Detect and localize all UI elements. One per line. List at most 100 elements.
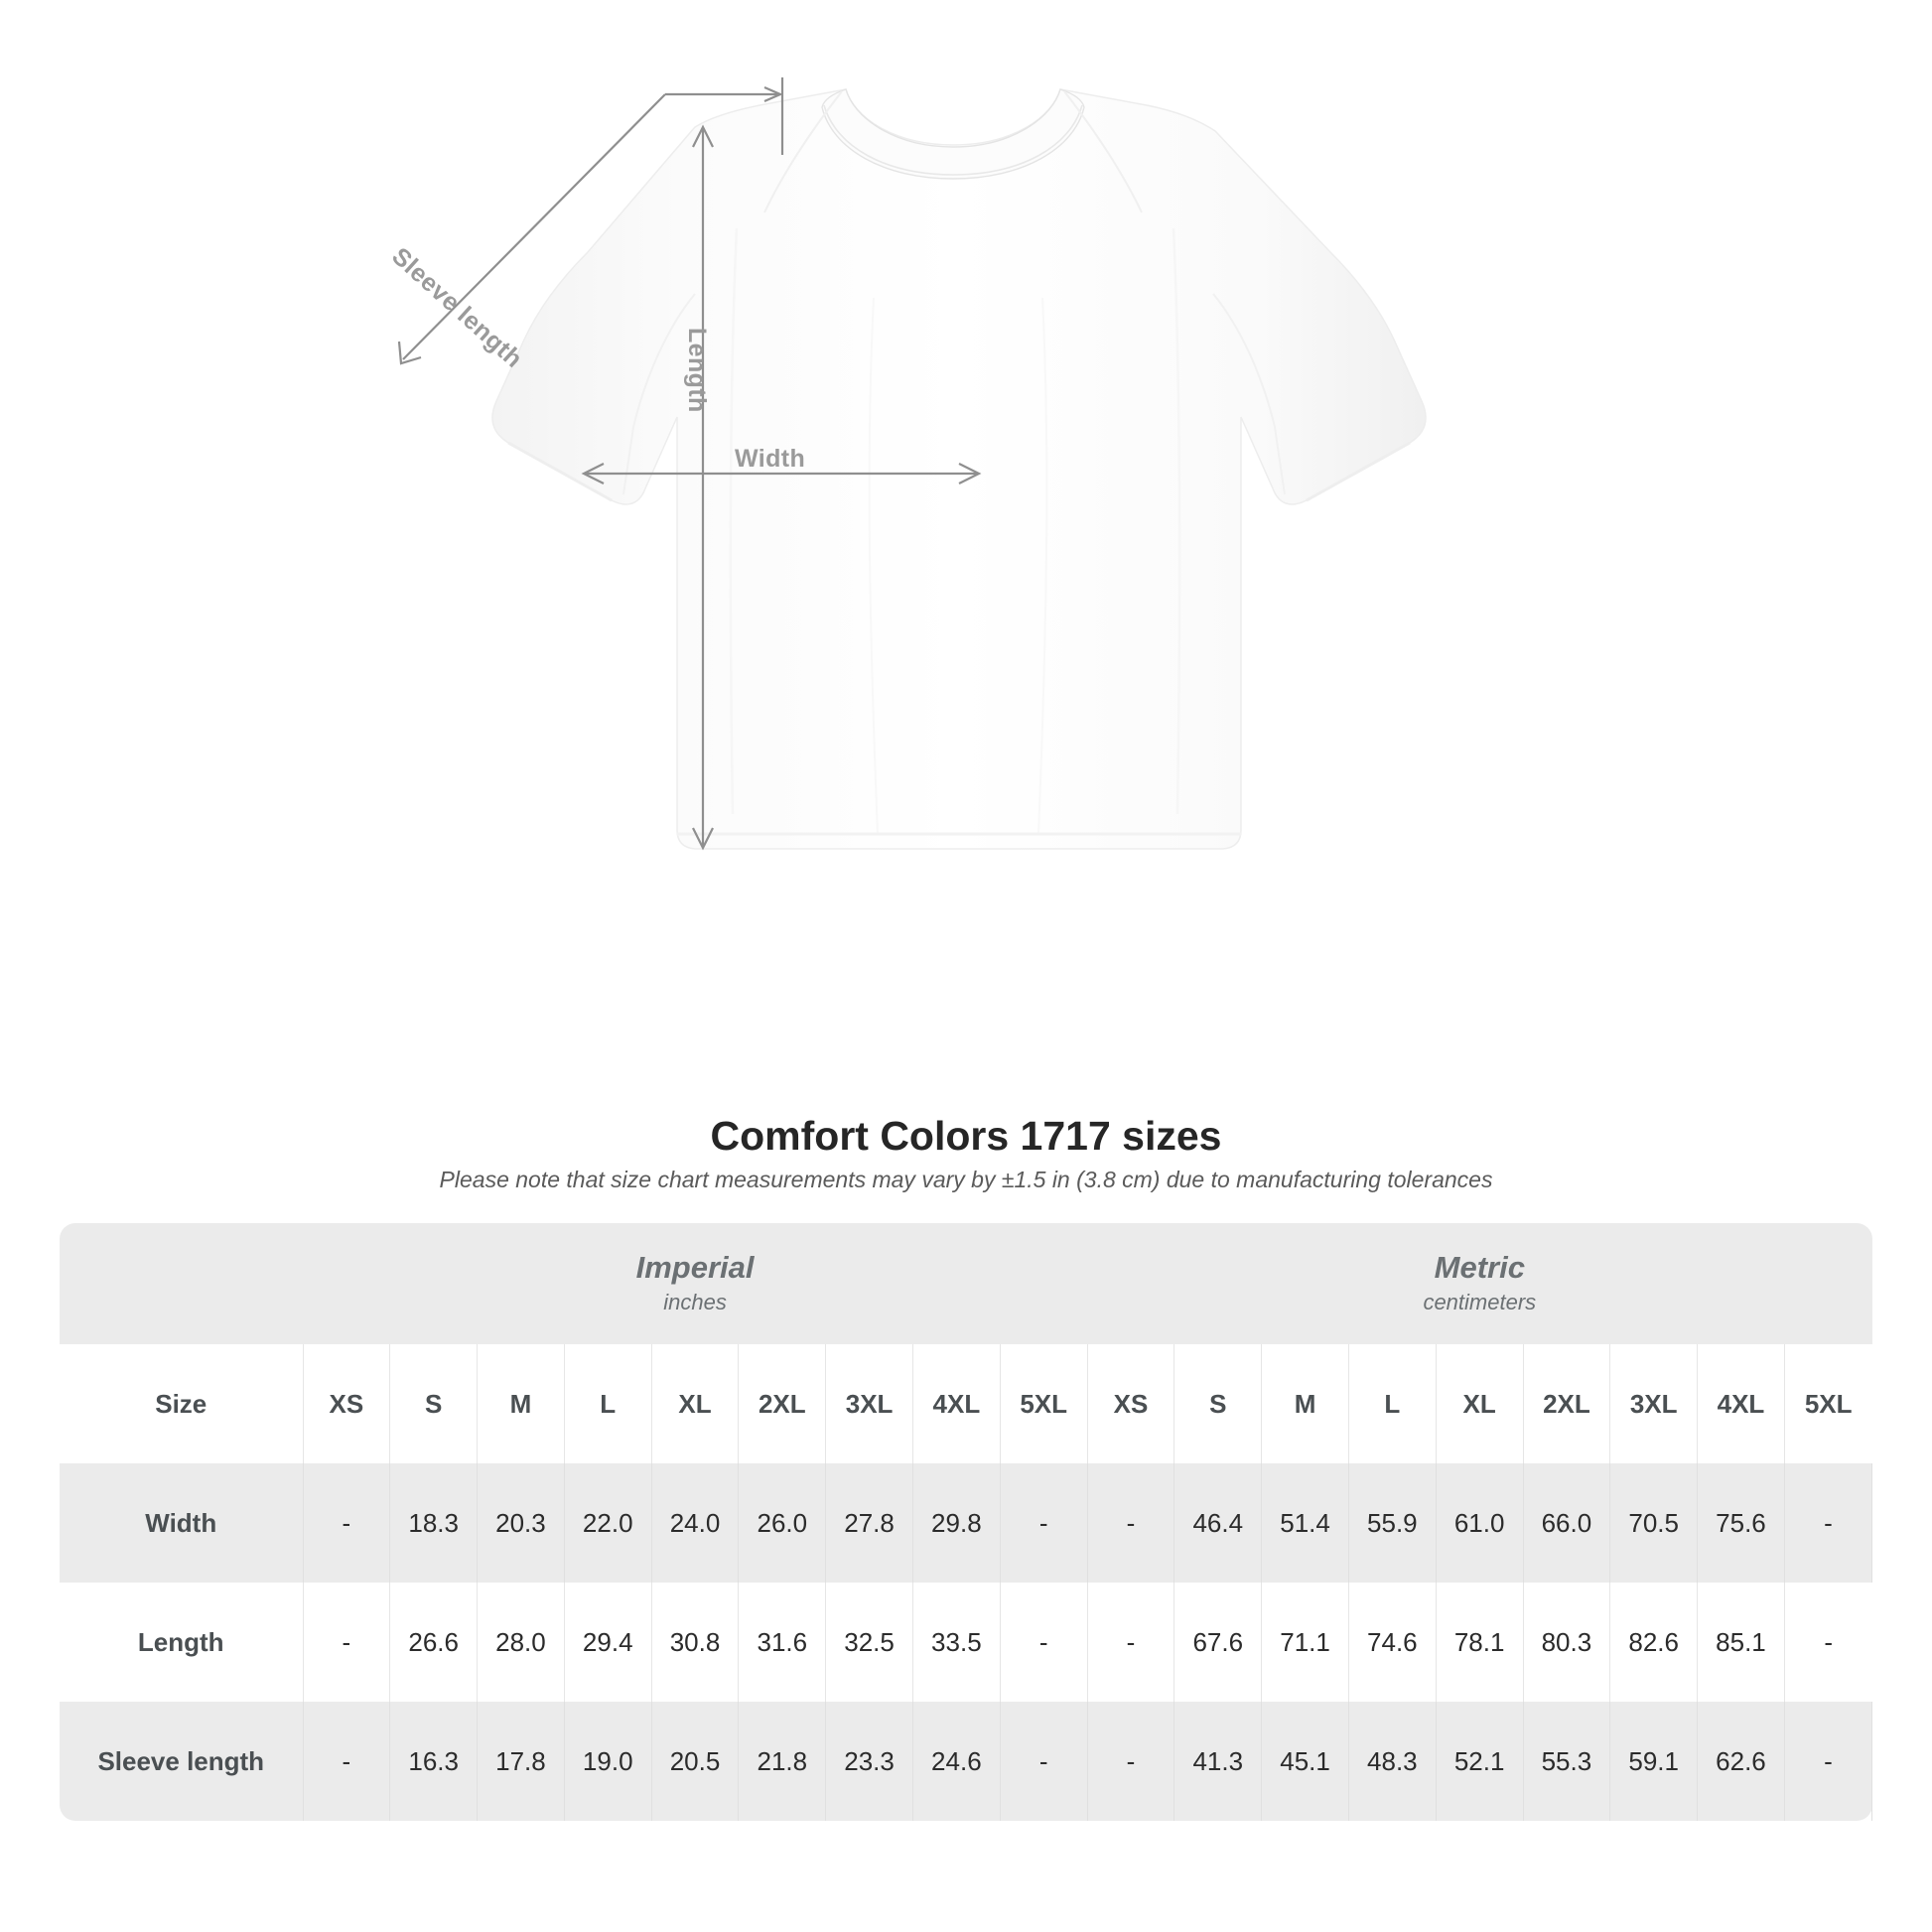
cell-length-imperial-s: 26.6 (389, 1583, 479, 1703)
sleeve-arrow-left (397, 341, 422, 365)
width-label: Width (735, 445, 806, 473)
header-metric-l: L (1348, 1344, 1437, 1464)
cell-length-metric-2xl: 80.3 (1523, 1583, 1611, 1703)
header-imperial-xl: XL (651, 1344, 740, 1464)
cell-length-metric-xl: 78.1 (1436, 1583, 1524, 1703)
cell-sleeve-metric-xl: 52.1 (1436, 1702, 1524, 1822)
cell-length-imperial-3xl: 32.5 (825, 1583, 913, 1703)
header-metric-4xl: 4XL (1697, 1344, 1785, 1464)
tshirt-body-shape (491, 88, 1427, 850)
cell-width-imperial-4xl: 29.8 (912, 1463, 1001, 1584)
cell-length-metric-s: 67.6 (1173, 1583, 1263, 1703)
length-arrow-bottom (692, 827, 714, 851)
unit-sub-imperial: inches (663, 1289, 727, 1314)
table-row: Width - 18.3 20.3 22.0 24.0 26.0 27.8 29… (60, 1463, 1873, 1584)
cell-width-imperial-5xl: - (1000, 1463, 1088, 1584)
cell-length-imperial-5xl: - (1000, 1583, 1088, 1703)
cell-sleeve-imperial-5xl: - (1000, 1702, 1088, 1822)
cell-width-imperial-m: 20.3 (477, 1463, 565, 1584)
cell-length-metric-m: 71.1 (1261, 1583, 1349, 1703)
cell-width-metric-xl: 61.0 (1436, 1463, 1524, 1584)
cell-sleeve-metric-5xl: - (1784, 1702, 1873, 1822)
cell-length-imperial-2xl: 31.6 (738, 1583, 827, 1703)
cell-sleeve-imperial-xl: 20.5 (651, 1702, 740, 1822)
title-block: Comfort Colors 1717 sizes Please note th… (0, 1112, 1932, 1223)
cell-length-imperial-m: 28.0 (477, 1583, 565, 1703)
length-label: Length (683, 328, 711, 413)
length-arrow-top (692, 124, 714, 148)
cell-sleeve-metric-2xl: 55.3 (1523, 1702, 1611, 1822)
header-imperial-2xl: 2XL (738, 1344, 827, 1464)
unit-name-imperial: Imperial (635, 1249, 755, 1285)
cell-length-imperial-xl: 30.8 (651, 1583, 740, 1703)
tshirt-illustration (397, 77, 1427, 851)
cell-width-metric-4xl: 75.6 (1697, 1463, 1785, 1584)
cell-width-imperial-3xl: 27.8 (825, 1463, 913, 1584)
tshirt-diagram-area: Sleeve length Length Width (386, 77, 1427, 851)
unit-banner-metric: Metric centimeters (1087, 1223, 1872, 1345)
dimension-lines (397, 77, 982, 851)
header-metric-5xl: 5XL (1784, 1344, 1872, 1464)
size-header-row: Size XS S M L XL 2XL 3XL 4XL 5XL XS S M … (60, 1344, 1872, 1464)
header-imperial-m: M (477, 1344, 565, 1464)
cell-sleeve-imperial-s: 16.3 (389, 1702, 479, 1822)
cell-length-metric-4xl: 85.1 (1697, 1583, 1785, 1703)
width-arrow-left (581, 463, 605, 484)
cell-width-metric-m: 51.4 (1261, 1463, 1349, 1584)
sleeve-leader-diagonal (402, 93, 666, 360)
cell-width-metric-xs: - (1086, 1463, 1175, 1584)
header-metric-xs: XS (1086, 1344, 1175, 1464)
header-imperial-4xl: 4XL (912, 1344, 1001, 1464)
cell-length-metric-3xl: 82.6 (1609, 1583, 1699, 1703)
header-imperial-5xl: 5XL (1000, 1344, 1088, 1464)
table-row: Sleeve length - 16.3 17.8 19.0 20.5 21.8… (60, 1702, 1873, 1822)
cell-length-metric-5xl: - (1784, 1583, 1872, 1703)
cell-sleeve-metric-m: 45.1 (1261, 1702, 1349, 1822)
cell-width-imperial-2xl: 26.0 (738, 1463, 827, 1584)
sleeve-arrow-right (763, 85, 783, 103)
unit-banner-spacer (60, 1223, 303, 1345)
cell-sleeve-metric-s: 41.3 (1173, 1702, 1263, 1822)
page-title: Comfort Colors 1717 sizes (710, 1113, 1222, 1159)
cell-sleeve-imperial-2xl: 21.8 (738, 1702, 827, 1822)
cell-width-metric-l: 55.9 (1348, 1463, 1437, 1584)
unit-name-metric: Metric (1434, 1249, 1525, 1285)
cell-length-metric-l: 74.6 (1348, 1583, 1437, 1703)
unit-sub-metric: centimeters (1423, 1289, 1537, 1314)
cell-width-imperial-s: 18.3 (389, 1463, 479, 1584)
header-metric-xl: XL (1436, 1344, 1524, 1464)
cell-sleeve-metric-3xl: 59.1 (1609, 1702, 1699, 1822)
cell-length-imperial-4xl: 33.5 (912, 1583, 1001, 1703)
cell-sleeve-imperial-m: 17.8 (477, 1702, 565, 1822)
cell-width-metric-s: 46.4 (1173, 1463, 1263, 1584)
size-chart-table-wrap: Imperial inches Metric centimeters Size … (60, 1223, 1873, 1822)
cell-width-metric-5xl: - (1784, 1463, 1873, 1584)
cell-sleeve-imperial-4xl: 24.6 (912, 1702, 1001, 1822)
unit-banner-row: Imperial inches Metric centimeters (60, 1223, 1872, 1345)
header-size-label: Size (60, 1344, 304, 1464)
size-chart-table: Imperial inches Metric centimeters Size … (60, 1223, 1873, 1822)
cell-length-imperial-xs: - (303, 1583, 391, 1703)
cell-sleeve-metric-l: 48.3 (1348, 1702, 1437, 1822)
header-imperial-xs: XS (303, 1344, 391, 1464)
cell-sleeve-metric-xs: - (1086, 1702, 1175, 1822)
cell-width-imperial-l: 22.0 (564, 1463, 652, 1584)
page-subtitle: Please note that size chart measurements… (439, 1167, 1493, 1193)
cell-width-metric-2xl: 66.0 (1523, 1463, 1611, 1584)
cell-width-metric-3xl: 70.5 (1609, 1463, 1699, 1584)
header-metric-s: S (1173, 1344, 1263, 1464)
cell-length-metric-xs: - (1086, 1583, 1175, 1703)
header-imperial-l: L (564, 1344, 652, 1464)
header-metric-3xl: 3XL (1609, 1344, 1699, 1464)
cell-sleeve-imperial-3xl: 23.3 (825, 1702, 913, 1822)
cell-sleeve-metric-4xl: 62.6 (1697, 1702, 1785, 1822)
header-imperial-s: S (389, 1344, 479, 1464)
header-metric-m: M (1261, 1344, 1349, 1464)
table-row: Length - 26.6 28.0 29.4 30.8 31.6 32.5 3… (60, 1583, 1872, 1703)
row-label-width: Width (60, 1463, 304, 1584)
cell-sleeve-imperial-l: 19.0 (564, 1702, 652, 1822)
width-arrow-right (958, 463, 982, 484)
cell-width-imperial-xl: 24.0 (651, 1463, 740, 1584)
header-metric-2xl: 2XL (1523, 1344, 1611, 1464)
cell-width-imperial-xs: - (303, 1463, 391, 1584)
